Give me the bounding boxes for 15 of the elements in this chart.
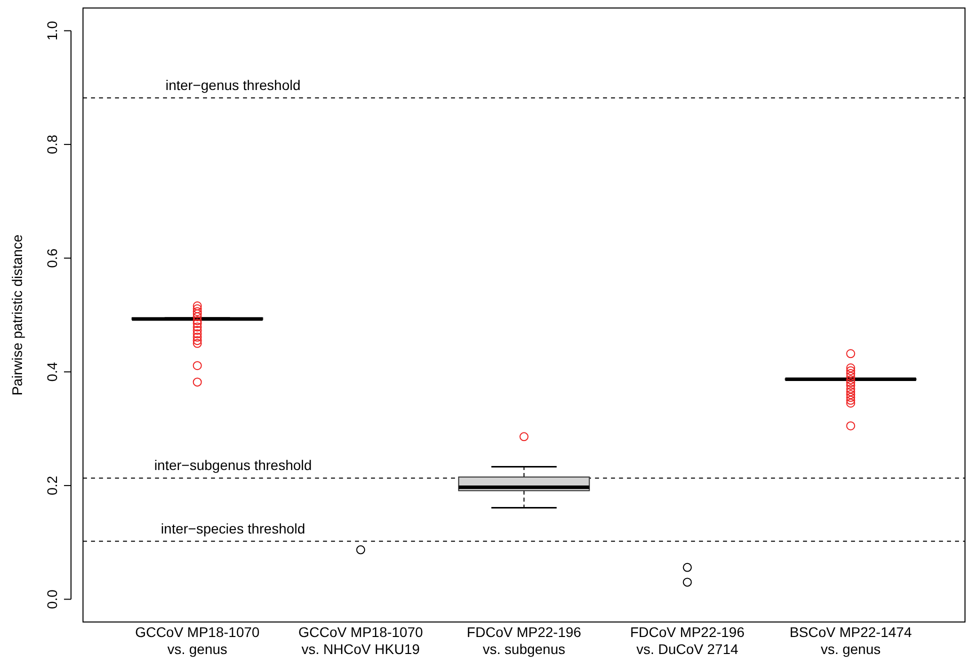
y-tick-label: 0.4	[44, 362, 60, 382]
x-tick-label: BSCoV MP22-1474 vs. genus	[790, 624, 912, 657]
ref-line-label: inter−species threshold	[160, 520, 306, 536]
y-tick-label: 0.0	[44, 589, 60, 609]
ref-line-label: inter−genus threshold	[165, 76, 301, 93]
y-axis-title: Pairwise patristic distance	[9, 234, 25, 396]
ref-line-label: inter−subgenus threshold	[154, 457, 312, 474]
y-tick-label: 0.2	[44, 476, 60, 496]
x-tick-label: FDCoV MP22-196 vs. subgenus	[466, 624, 582, 657]
x-tick-label: GCCoV MP18-1070 vs. NHCoV HKU19	[298, 624, 424, 657]
y-tick-label: 0.8	[44, 134, 60, 154]
y-tick-label: 1.0	[44, 20, 60, 40]
x-tick-label: GCCoV MP18-1070 vs. genus	[135, 624, 260, 657]
x-tick-label: FDCoV MP22-196 vs. DuCoV 2714	[630, 624, 745, 657]
y-tick-label: 0.6	[44, 248, 60, 268]
